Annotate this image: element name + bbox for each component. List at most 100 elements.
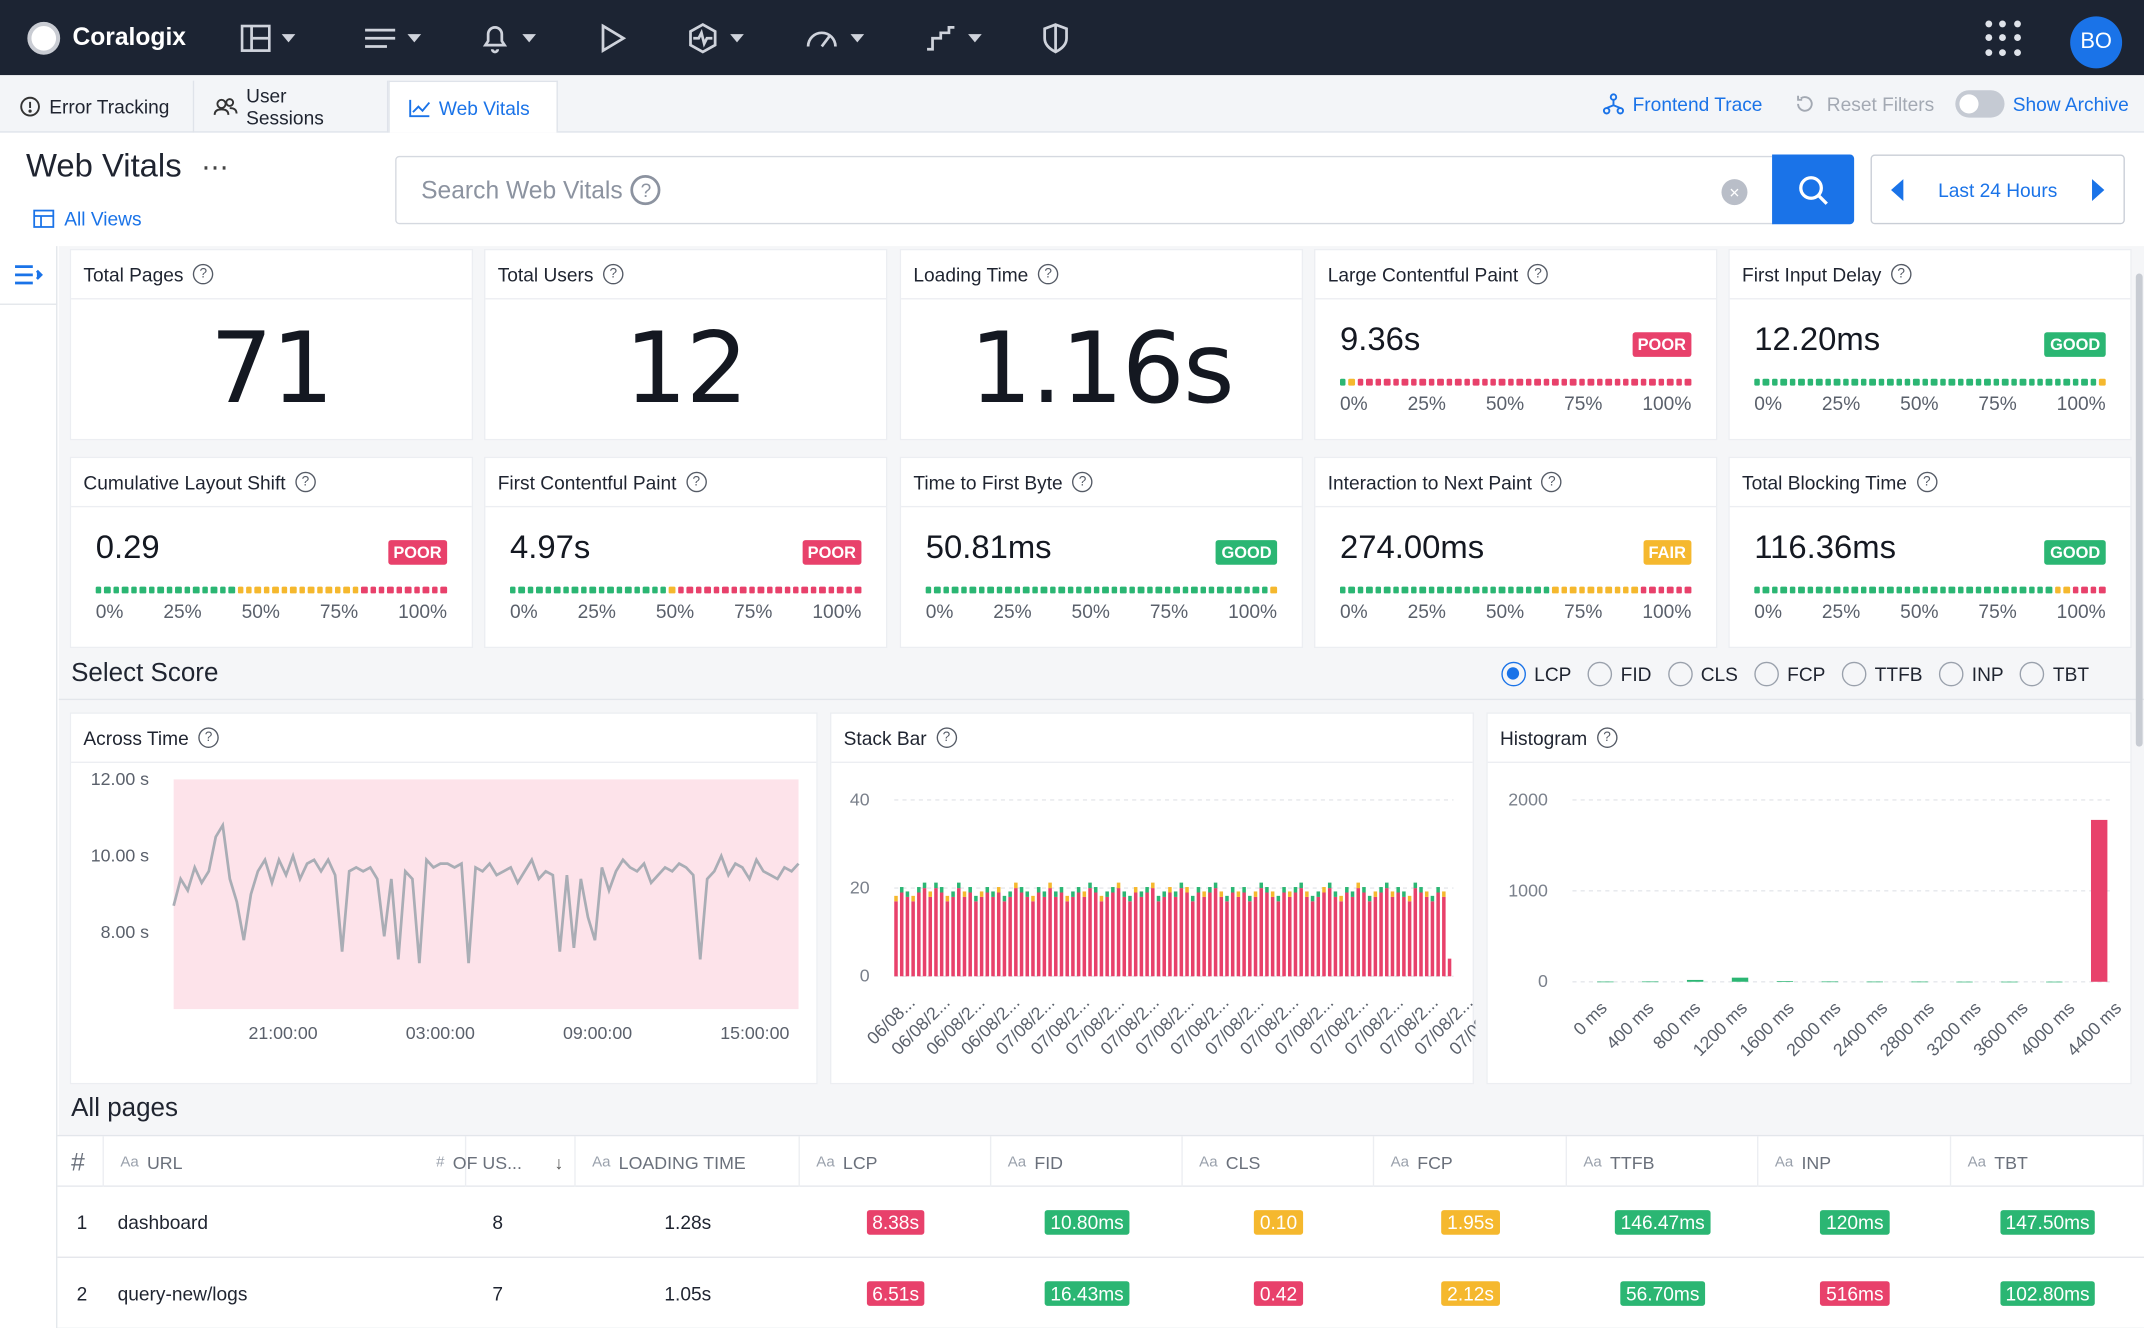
column-header-loading-time[interactable]: Aa LOADING TIME bbox=[576, 1136, 800, 1189]
tab-web-vitals[interactable]: Web Vitals bbox=[388, 80, 558, 133]
radio-circle-icon[interactable] bbox=[2020, 661, 2045, 687]
radio-cls[interactable]: CLS bbox=[1667, 661, 1738, 687]
stack-bar-poor bbox=[1230, 892, 1235, 977]
help-icon[interactable]: ? bbox=[1541, 471, 1563, 493]
histogram-bar bbox=[1866, 981, 1883, 983]
monitoring-menu[interactable] bbox=[804, 19, 865, 57]
previous-range-icon[interactable] bbox=[1891, 178, 1904, 201]
radio-circle-icon[interactable] bbox=[1501, 661, 1526, 687]
help-icon[interactable]: ? bbox=[686, 471, 707, 493]
bar-segment bbox=[1049, 586, 1056, 594]
table-row[interactable]: 2 query-new/logs 7 1.05s 6.51s 16.43ms 0.42 2.1… bbox=[57, 1257, 2144, 1328]
radio-circle-icon[interactable] bbox=[1667, 661, 1693, 687]
radio-circle-icon[interactable] bbox=[1587, 661, 1613, 687]
help-icon[interactable]: ? bbox=[1916, 471, 1938, 493]
bar-segment bbox=[1878, 586, 1885, 594]
url-cell[interactable]: dashboard bbox=[117, 1210, 209, 1233]
livetail-button[interactable] bbox=[596, 19, 629, 57]
next-range-icon[interactable] bbox=[2092, 178, 2105, 201]
help-icon[interactable]: ? bbox=[1890, 263, 1912, 285]
url-cell[interactable]: query-new/logs bbox=[117, 1281, 248, 1304]
frontend-trace-link[interactable]: Frontend Trace bbox=[1602, 75, 1762, 132]
help-icon[interactable]: ? bbox=[193, 263, 214, 285]
user-avatar[interactable]: BO bbox=[2070, 16, 2123, 69]
stack-bar-other bbox=[1310, 895, 1315, 902]
time-range-picker[interactable]: Last 24 Hours bbox=[1870, 154, 2125, 225]
bar-segment bbox=[1463, 378, 1470, 386]
help-icon[interactable]: ? bbox=[1072, 471, 1093, 493]
integrations-menu[interactable] bbox=[686, 19, 744, 57]
radio-tbt[interactable]: TBT bbox=[2020, 661, 2089, 687]
bar-segment bbox=[704, 586, 711, 594]
column-header-lcp[interactable]: Aa LCP bbox=[800, 1136, 992, 1189]
y-tick-label: 0 bbox=[1538, 971, 1548, 991]
bar-segment bbox=[1561, 586, 1568, 594]
apps-grid-icon[interactable] bbox=[1985, 20, 2021, 57]
dashboards-menu[interactable] bbox=[240, 19, 296, 57]
radio-circle-icon[interactable] bbox=[1938, 661, 1964, 687]
bar-segment bbox=[396, 586, 403, 594]
column-header-ttfb[interactable]: Aa TTFB bbox=[1567, 1136, 1759, 1189]
search-input[interactable]: Search Web Vitals ? × bbox=[395, 155, 1774, 225]
tab-error-tracking[interactable]: Error Tracking bbox=[0, 80, 195, 133]
tab-user-sessions[interactable]: User Sessions bbox=[194, 80, 389, 133]
reset-filters-button[interactable]: Reset Filters bbox=[1794, 75, 1934, 132]
sort-desc-icon[interactable]: ↓ bbox=[554, 1151, 564, 1173]
alerts-menu[interactable] bbox=[479, 19, 537, 57]
flow-menu[interactable] bbox=[924, 19, 982, 57]
help-icon[interactable]: ? bbox=[1527, 263, 1549, 285]
column-header-of-us-[interactable]: # OF US... ↓ bbox=[420, 1136, 576, 1189]
column-header--[interactable]: # bbox=[57, 1136, 104, 1189]
radio-circle-icon[interactable] bbox=[1841, 661, 1867, 687]
histogram-bar bbox=[1911, 981, 1928, 983]
radio-lcp[interactable]: LCP bbox=[1501, 661, 1571, 687]
column-header-url[interactable]: Aa URL bbox=[104, 1136, 467, 1189]
table-row[interactable]: 1 dashboard 8 1.28s 8.38s 10.80ms 0.10 1.95s 146… bbox=[57, 1186, 2144, 1258]
radio-fid[interactable]: FID bbox=[1587, 661, 1651, 687]
column-header-tbt[interactable]: Aa TBT bbox=[1951, 1136, 2144, 1189]
archive-switch[interactable] bbox=[1955, 90, 2005, 118]
help-icon[interactable]: ? bbox=[1037, 263, 1059, 285]
radio-inp[interactable]: INP bbox=[1938, 661, 2004, 687]
cls-value-badge: 0.10 bbox=[1254, 1209, 1303, 1235]
column-header-cls[interactable]: Aa CLS bbox=[1183, 1136, 1375, 1189]
help-icon[interactable]: ? bbox=[295, 471, 316, 493]
page-scrollbar[interactable] bbox=[2135, 273, 2143, 747]
search-button[interactable] bbox=[1772, 154, 1855, 225]
all-views-link[interactable]: All Views bbox=[33, 208, 142, 230]
stack-bar-other bbox=[1145, 887, 1149, 893]
radio-ttfb[interactable]: TTFB bbox=[1841, 661, 1923, 687]
stack-bar-chart[interactable]: 4020006/08...06/08/2...06/08/2...06/08/2… bbox=[831, 763, 1476, 1086]
coralogix-logo[interactable]: Coralogix bbox=[27, 21, 186, 55]
stack-bar-poor bbox=[1031, 901, 1035, 977]
column-header-inp[interactable]: Aa INP bbox=[1758, 1136, 1952, 1189]
help-icon[interactable]: ? bbox=[936, 727, 957, 748]
radio-fcp[interactable]: FCP bbox=[1754, 661, 1825, 687]
column-header-fcp[interactable]: Aa FCP bbox=[1374, 1136, 1567, 1189]
bar-segment bbox=[748, 586, 755, 594]
bar-segment bbox=[996, 586, 1003, 594]
metric-label: Interaction to Next Paint bbox=[1327, 471, 1533, 493]
security-menu[interactable] bbox=[1039, 19, 1072, 57]
across-time-chart[interactable]: 12.00 s 10.00 s 8.00 s 21:00:00 03:00:00 09:0… bbox=[71, 763, 819, 1086]
toggle-sidebar-button[interactable] bbox=[0, 246, 58, 305]
clear-search-icon[interactable]: × bbox=[1721, 179, 1748, 206]
metric-ticks: 0% 25% 50% 75% 100% bbox=[1340, 600, 1691, 622]
more-options-icon[interactable]: ⋯ bbox=[201, 153, 231, 184]
stack-bar-poor bbox=[1373, 896, 1378, 977]
show-archive-toggle[interactable]: Show Archive bbox=[1955, 75, 2129, 132]
tbt-value-badge: 102.80ms bbox=[2000, 1280, 2096, 1306]
radio-circle-icon[interactable] bbox=[1754, 661, 1779, 687]
bar-segment bbox=[1191, 586, 1198, 594]
bar-segment bbox=[228, 586, 235, 594]
help-icon[interactable]: ? bbox=[630, 175, 662, 206]
chart-card-across-time: Across Time? 12.00 s 10.00 s 8.00 s 21:00:0… bbox=[69, 712, 819, 1086]
help-icon[interactable]: ? bbox=[1596, 727, 1618, 748]
bar-segment bbox=[1780, 586, 1787, 594]
stack-bar-poor bbox=[1242, 892, 1246, 977]
help-icon[interactable]: ? bbox=[198, 727, 219, 748]
logs-menu[interactable] bbox=[364, 19, 422, 57]
help-icon[interactable]: ? bbox=[603, 263, 624, 285]
column-header-fid[interactable]: Aa FID bbox=[991, 1136, 1183, 1189]
